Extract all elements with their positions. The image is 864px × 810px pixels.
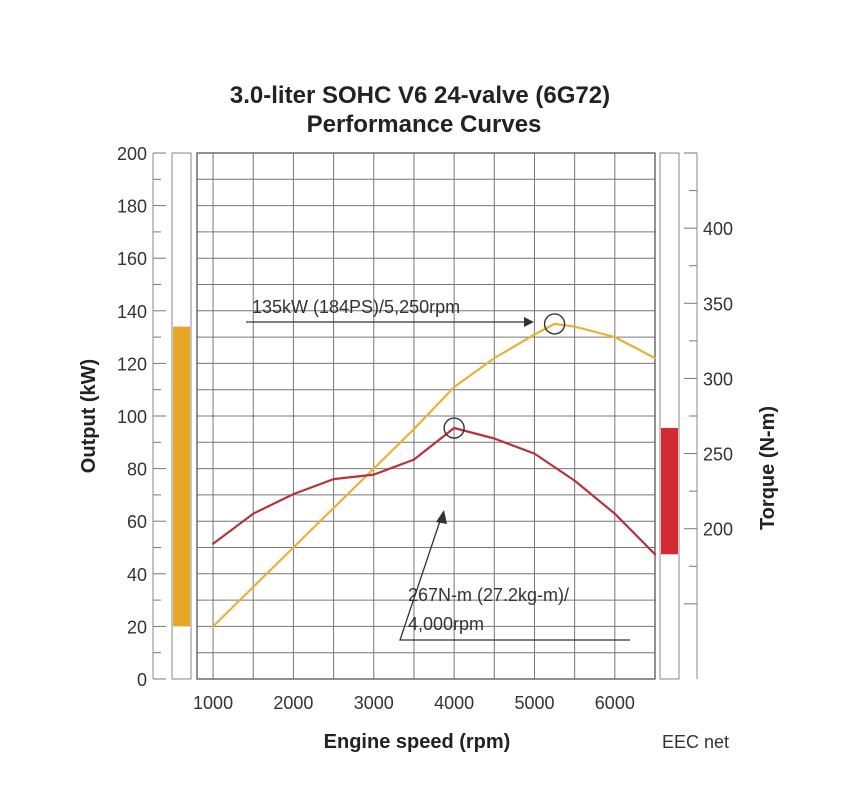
torque-peak-leader-line: [399, 514, 630, 641]
output-curve: [212, 322, 657, 628]
power-peak-arrowhead: [524, 317, 534, 327]
left-y-tick-label: 100: [117, 407, 147, 427]
left-y-tick-label: 40: [127, 565, 147, 585]
annotations: 135kW (184PS)/5,250rpm 267N-m (27.2kg-m)…: [246, 297, 630, 641]
right-y-tick-label: 350: [703, 294, 733, 314]
chart-title-line-1: 3.0-liter SOHC V6 24-valve (6G72): [230, 82, 610, 109]
peak-markers: [443, 313, 566, 439]
chart-title-line-2: Performance Curves: [307, 111, 542, 138]
left-output-range-bar: [173, 326, 190, 627]
right-y-tick-label: 400: [703, 219, 733, 239]
left-y-tick-label: 60: [127, 512, 147, 532]
x-axis-ticks: 1000 2000 3000 4000 5000 6000: [193, 693, 635, 713]
left-y-tick-label: 200: [117, 144, 147, 164]
x-tick-label: 3000: [354, 693, 394, 713]
plot-frame: [196, 152, 656, 680]
right-scale-strip: [659, 152, 680, 680]
x-tick-label: 1000: [193, 693, 233, 713]
torque-curve: [212, 426, 657, 556]
footnote-eec-net: EEC net: [662, 732, 729, 752]
left-y-tick-label: 20: [127, 617, 147, 637]
x-axis-label: Engine speed (rpm): [324, 731, 511, 753]
output-peak-marker: [543, 313, 566, 335]
left-y-tick-label: 140: [117, 302, 147, 322]
left-y-tick-label: 0: [137, 670, 147, 690]
right-torque-scale: [659, 152, 698, 680]
power-peak-label: 135kW (184PS)/5,250rpm: [252, 297, 460, 317]
right-torque-range-bar: [661, 428, 678, 555]
torque-peak-arrowhead: [436, 510, 447, 524]
series-lines: [212, 322, 657, 628]
torque-peak-label-line-1: 267N-m (27.2kg-m)/: [408, 585, 569, 605]
grid: [196, 152, 656, 680]
left-y-tick-label: 80: [127, 460, 147, 480]
chart-title: 3.0-liter SOHC V6 24-valve (6G72) Perfor…: [230, 82, 610, 138]
left-y-tick-label: 120: [117, 354, 147, 374]
x-tick-label: 4000: [434, 693, 474, 713]
left-output-scale: [152, 152, 192, 680]
x-tick-label: 2000: [273, 693, 313, 713]
right-y-tick-label: 300: [703, 369, 733, 389]
left-y-tick-label: 160: [117, 249, 147, 269]
right-y-tick-label: 250: [703, 445, 733, 465]
right-y-tick-label: 200: [703, 520, 733, 540]
left-y-axis-label: Output (kW): [78, 359, 100, 473]
torque-peak-label-line-2: 4,000rpm: [408, 614, 484, 634]
torque-peak-marker: [443, 417, 465, 439]
x-tick-label: 6000: [595, 693, 635, 713]
right-y-axis-label: Torque (N-m): [757, 406, 779, 530]
x-tick-label: 5000: [514, 693, 554, 713]
left-y-axis-ticks: 0 20 40 60 80 100 120 140 160 180 200: [117, 144, 147, 690]
right-y-axis-ticks: 200 250 300 350 400: [703, 219, 733, 540]
left-y-tick-label: 180: [117, 197, 147, 217]
